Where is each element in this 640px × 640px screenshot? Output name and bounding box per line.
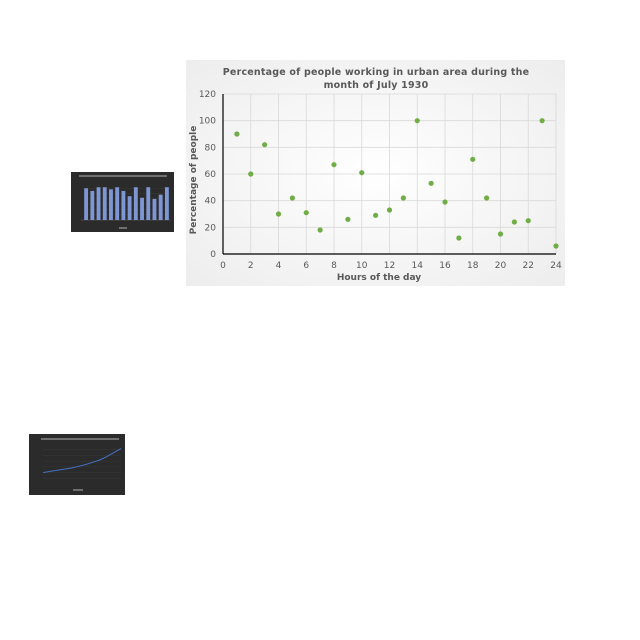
thumbnail-bar — [84, 188, 89, 220]
x-tick-label: 24 — [550, 261, 562, 271]
x-tick-label: 22 — [523, 261, 534, 271]
y-tick-labels: 0 20 40 60 80 100 120 — [199, 90, 216, 260]
data-point — [373, 212, 379, 218]
x-tick-label: 2 — [248, 261, 254, 271]
x-tick-label: 10 — [356, 261, 368, 271]
x-tick-label: 0 — [220, 261, 226, 271]
data-point — [470, 156, 476, 162]
y-tick-label: 0 — [210, 250, 216, 260]
y-tick-label: 40 — [205, 197, 217, 207]
data-point — [553, 243, 559, 249]
scatter-chart: Percentage of people working in urban ar… — [186, 60, 565, 286]
thumbnail-bar — [121, 190, 126, 220]
data-point — [525, 218, 531, 224]
thumbnail-bar — [140, 197, 144, 220]
data-point — [262, 142, 268, 148]
data-point — [414, 118, 420, 124]
data-point — [248, 171, 254, 177]
thumbnail-x-label — [73, 489, 83, 491]
data-point — [428, 180, 434, 186]
thumbnail-background — [29, 434, 125, 495]
data-point — [386, 207, 393, 213]
y-tick-label: 60 — [205, 170, 217, 180]
thumbnail-title-text — [41, 438, 119, 440]
x-tick-label: 6 — [303, 261, 309, 271]
data-point — [303, 210, 309, 216]
thumbnail-bar — [115, 187, 120, 220]
data-point — [539, 118, 545, 124]
y-axis-title: Percentage of people — [189, 126, 199, 235]
x-tick-label: 18 — [467, 261, 479, 271]
x-tick-label: 16 — [439, 261, 451, 271]
thumbnail-bars — [83, 187, 170, 220]
data-point — [331, 162, 337, 168]
x-tick-label: 14 — [412, 261, 424, 271]
thumbnail-bar — [102, 187, 107, 220]
thumbnail-bar — [127, 196, 132, 220]
x-tick-label: 12 — [384, 261, 395, 271]
data-point — [484, 195, 490, 201]
y-tick-label: 120 — [199, 90, 216, 100]
data-point — [511, 219, 517, 225]
data-point — [317, 227, 323, 233]
data-point — [289, 195, 295, 201]
x-axis-title: Hours of the day — [337, 273, 421, 283]
thumbnail-bar — [133, 187, 138, 220]
x-tick-label: 8 — [331, 261, 337, 271]
thumbnail-bar — [164, 187, 169, 220]
bar-chart-thumbnail — [71, 172, 174, 232]
thumbnail-bar — [96, 187, 101, 220]
thumbnail-title-text — [79, 175, 167, 177]
x-tick-label: 20 — [495, 261, 507, 271]
data-point — [442, 199, 448, 205]
data-point — [497, 231, 504, 237]
data-point — [359, 170, 365, 176]
thumbnail-bar — [158, 194, 163, 220]
thumbnail-bar — [152, 198, 157, 220]
y-tick-label: 80 — [205, 143, 217, 153]
thumbnail-bar — [90, 190, 95, 220]
y-tick-label: 100 — [199, 117, 216, 127]
x-tick-labels: 0 2 4 6 8 10 12 14 16 18 20 22 24 — [220, 261, 562, 271]
data-points — [234, 118, 559, 249]
thumbnail-series-line — [42, 448, 122, 474]
thumbnail-gridlines — [43, 449, 121, 479]
chart-title-line-2: month of July 1930 — [324, 80, 429, 91]
thumbnail-x-label — [119, 227, 127, 229]
line-chart-thumbnail — [29, 434, 125, 495]
data-point — [234, 131, 240, 137]
data-point — [345, 216, 351, 222]
thumbnail-bar — [109, 189, 113, 220]
chart-title-line-1: Percentage of people working in urban ar… — [223, 67, 529, 78]
axes — [222, 94, 556, 255]
data-point — [275, 211, 282, 217]
data-point — [456, 235, 462, 241]
thumbnail-bar — [146, 187, 151, 220]
y-tick-label: 20 — [205, 223, 217, 233]
x-tick-label: 4 — [276, 261, 282, 271]
data-point — [400, 195, 406, 201]
